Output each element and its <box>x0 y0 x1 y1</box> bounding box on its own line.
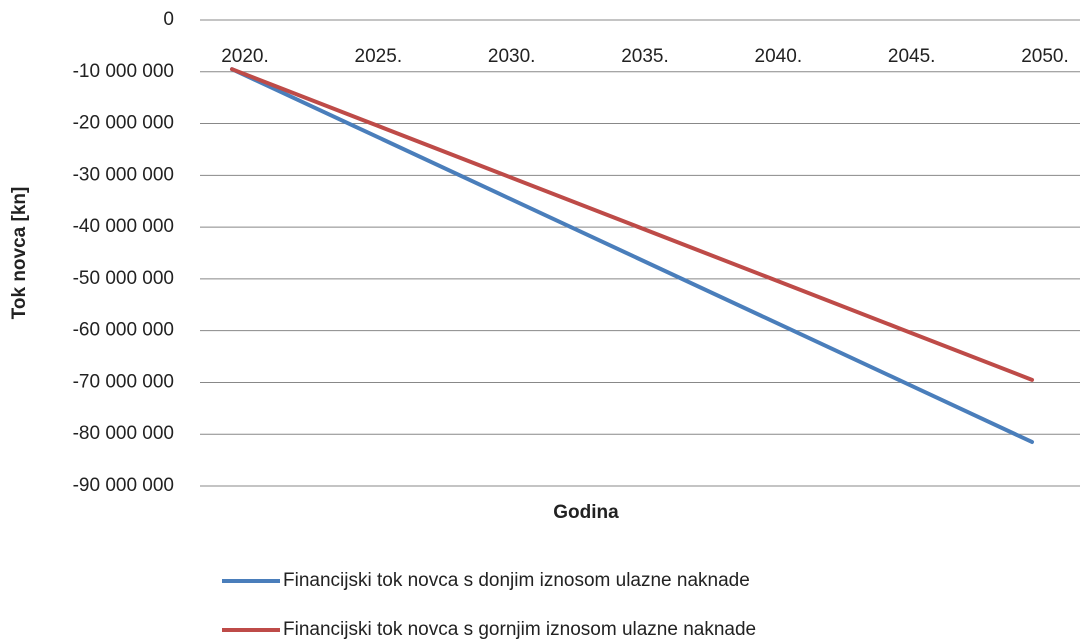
x-tick-label: 2035. <box>621 46 669 67</box>
y-tick-label: -60 000 000 <box>73 320 174 341</box>
x-tick-label: 2020. <box>221 46 269 67</box>
y-tick-label: -90 000 000 <box>73 475 174 496</box>
y-tick-label: 0 <box>163 9 174 30</box>
y-tick-label: -40 000 000 <box>73 216 174 237</box>
x-tick-label: 2030. <box>488 46 536 67</box>
x-tick-label: 2025. <box>355 46 403 67</box>
y-tick-label: -50 000 000 <box>73 268 174 289</box>
legend-label: Financijski tok novca s gornjim iznosom … <box>283 619 756 640</box>
y-tick-label: -10 000 000 <box>73 61 174 82</box>
y-tick-label: -20 000 000 <box>73 113 174 134</box>
y-tick-label: -30 000 000 <box>73 164 174 185</box>
x-axis-label: Godina <box>553 502 619 523</box>
series-line <box>230 67 1034 382</box>
x-tick-label: 2050. <box>1021 46 1069 67</box>
series-line <box>230 67 1034 444</box>
y-tick-label: -80 000 000 <box>73 423 174 444</box>
x-tick-label: 2045. <box>888 46 936 67</box>
legend-label: Financijski tok novca s donjim iznosom u… <box>283 570 750 591</box>
x-tick-label: 2040. <box>755 46 803 67</box>
y-axis-label: Tok novca [kn] <box>9 187 30 320</box>
y-tick-label: -70 000 000 <box>73 371 174 392</box>
